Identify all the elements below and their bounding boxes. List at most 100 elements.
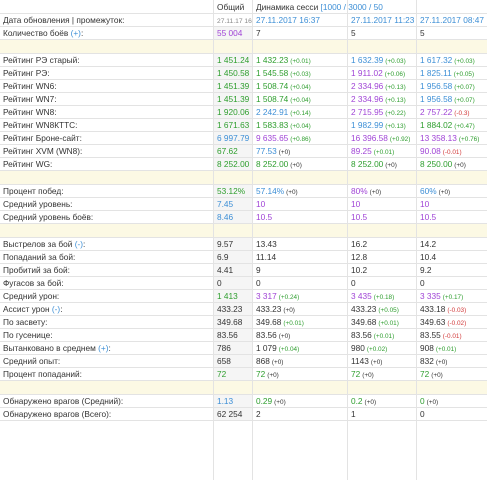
value-cell-session-2: 2 334.96 (+0.13) [348, 93, 416, 105]
row-label-text: Средний уровень боёв: [3, 212, 94, 222]
value: 1 079 [256, 343, 277, 353]
value-cell-total: 55 004 [214, 27, 252, 39]
value: 1 617.32 [420, 55, 453, 65]
value-cell-session-1: 349.68 (+0.01) [253, 316, 347, 328]
value-cell-session-3: 8 250.00 (+0) [417, 158, 487, 170]
row-label-toggle-link[interactable]: (+) [70, 28, 81, 38]
value: 27.11.17 16:37 [217, 18, 252, 25]
header-dynamics-range-link[interactable]: [1000 / 3000 / 50 [320, 2, 383, 12]
value-delta: (+0) [271, 359, 284, 366]
value-delta: (+0.13) [385, 97, 406, 104]
row-label-text: Рейтинг WN7: [3, 94, 57, 104]
separator-cell [417, 40, 487, 53]
value-delta: (+0.05) [453, 71, 475, 78]
value: 10.2 [351, 265, 368, 275]
row-label-text: Рейтинг WG: [3, 159, 53, 169]
value: 1 920.06 [217, 107, 250, 117]
value-cell-session-3: 0 (+0) [417, 395, 487, 407]
row-label: Рейтинг WG: [0, 158, 213, 170]
value: 0 [351, 278, 356, 288]
value-delta: (+0.04) [290, 123, 311, 130]
separator-cell [417, 171, 487, 184]
value-cell-total: 658 [214, 355, 252, 367]
row-label-toggle-link[interactable]: (-) [74, 239, 83, 249]
value-cell-total: 8.46 [214, 211, 252, 223]
value-cell-session-2: 72 (+0) [348, 368, 416, 380]
value-cell-session-2: 5 [348, 27, 416, 39]
row-label: Рейтинг Броне-сайт: [0, 132, 213, 144]
value: 10.5 [351, 212, 368, 222]
value: 27.11.2017 11:23 [351, 15, 415, 25]
value-cell-session-1: 1 432.23 (+0.01) [253, 54, 347, 66]
value: 8 252.00 [256, 159, 289, 169]
value-delta: (+0) [278, 149, 291, 156]
value: 83.56 [256, 330, 277, 340]
value: 10.5 [420, 212, 437, 222]
value: 1 451.24 [217, 55, 250, 65]
value: 2 334.96 [351, 94, 384, 104]
value-cell-session-3: 10 [417, 198, 487, 210]
table-row: Процент попаданий: 72 72 (+0) 72 (+0) 72 (+0) [0, 368, 487, 381]
value-cell-session-1: 10 [253, 198, 347, 210]
value-cell-total: 27.11.17 16:37 [214, 14, 252, 26]
value-cell-total: 72 [214, 368, 252, 380]
value-cell-session-1: 13.43 [253, 238, 347, 250]
value-cell-total: 53.12% [214, 185, 252, 197]
row-label-text: Обнаружено врагов (Средний): [3, 396, 124, 406]
value: 433.18 [420, 304, 446, 314]
table-row: Рейтинг WN8: 1 920.06 2 242.91 (+0.14) 2 715… [0, 106, 487, 119]
value-delta: (+0.03) [290, 71, 311, 78]
row-label-toggle-link[interactable]: (-) [51, 304, 61, 314]
value: 433.23 [256, 304, 282, 314]
value: 786 [217, 343, 231, 353]
value-delta: (-0.01) [442, 149, 462, 156]
row-label-toggle-link[interactable]: (+) [98, 343, 109, 353]
row-label: По засвету: [0, 316, 213, 328]
value-delta: (+0) [364, 399, 377, 406]
value: 13.43 [256, 239, 277, 249]
value-delta: (+0) [278, 333, 291, 340]
table-row: Рейтинг РЭ старый: 1 451.24 1 432.23 (+0.01… [0, 54, 487, 67]
table-row: Рейтинг Броне-сайт: 6 997.79 9 635.65 (+0.8… [0, 132, 487, 145]
row-label: Обнаружено врагов (Всего): [0, 408, 213, 420]
value-cell-session-3: 1 884.02 (+0.47) [417, 119, 487, 131]
value: 5 [420, 28, 425, 38]
value: 10.4 [420, 252, 437, 262]
header-label-cell [0, 0, 213, 13]
table-row: Средний урон: 1 413 3 317 (+0.24) 3 435 (+0.1… [0, 290, 487, 303]
row-label-suffix: : [83, 239, 86, 249]
value-cell-session-2: 27.11.2017 11:23 [348, 14, 416, 26]
value-cell-session-2: 83.56 (+0.01) [348, 329, 416, 341]
value: 80% [351, 186, 368, 196]
value: 60% [420, 186, 437, 196]
value-cell-total: 7.45 [214, 198, 252, 210]
value: 9 [256, 265, 261, 275]
value-cell-total: 67.62 [214, 145, 252, 157]
value: 55 004 [217, 28, 243, 38]
row-label: Рейтинг РЭ: [0, 67, 213, 79]
value: 349.68 [256, 317, 282, 327]
row-label-text: По гусенице: [3, 330, 53, 340]
value-delta: (+0.05) [378, 307, 399, 314]
value: 9.57 [217, 239, 234, 249]
row-label-text: Рейтинг Броне-сайт: [3, 133, 82, 143]
value-cell-session-1: 1 545.58 (+0.03) [253, 67, 347, 79]
value: 77.53 [256, 146, 277, 156]
value-delta: (+0) [370, 359, 383, 366]
value-cell-total: 1.13 [214, 395, 252, 407]
value: 16 396.58 [351, 133, 388, 143]
value-cell-total: 1 450.58 [214, 67, 252, 79]
row-label: Пробитий за бой: [0, 264, 213, 276]
value-cell-session-3: 908 (+0.01) [417, 342, 487, 354]
value: 10 [420, 199, 430, 209]
row-label: Рейтинг WN8: [0, 106, 213, 118]
section-separator [0, 171, 487, 185]
value-cell-session-1: 9 [253, 264, 347, 276]
value-delta: (+0.03) [385, 58, 406, 65]
table-row: Рейтинг WN7: 1 451.39 1 508.74 (+0.04) 2 334… [0, 93, 487, 106]
value-cell-session-3: 3 335 (+0.17) [417, 290, 487, 302]
table-row: Рейтинг РЭ: 1 450.58 1 545.58 (+0.03) 1 911.… [0, 67, 487, 80]
value-cell-session-1: 7 [253, 27, 347, 39]
value: 83.55 [420, 330, 441, 340]
row-label: Средний уровень боёв: [0, 211, 213, 223]
